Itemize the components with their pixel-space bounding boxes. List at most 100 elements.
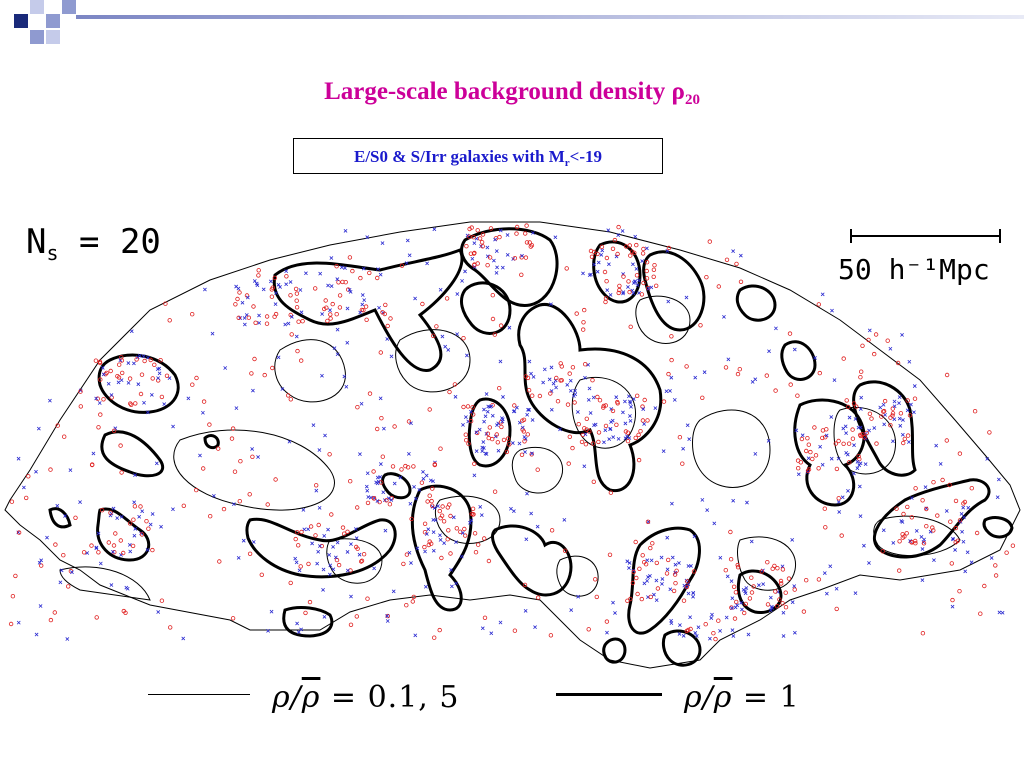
galaxy-early-type-marker	[328, 316, 333, 321]
galaxy-early-type-marker	[325, 318, 330, 324]
galaxy-late-type-marker	[614, 395, 619, 400]
galaxy-late-type-marker	[792, 347, 797, 352]
galaxy-early-type-marker	[81, 550, 87, 555]
galaxy-late-type-marker	[137, 353, 142, 358]
galaxy-early-type-marker	[636, 432, 641, 438]
galaxy-early-type-marker	[10, 594, 16, 599]
galaxy-late-type-marker	[364, 484, 369, 489]
galaxy-early-type-marker	[931, 480, 936, 485]
galaxy-late-type-marker	[605, 630, 609, 635]
galaxy-late-type-marker	[858, 425, 863, 430]
galaxy-late-type-marker	[587, 273, 592, 278]
galaxy-early-type-marker	[200, 466, 206, 471]
galaxy-early-type-marker	[628, 324, 633, 329]
galaxy-late-type-marker	[641, 407, 646, 411]
galaxy-late-type-marker	[843, 424, 848, 429]
galaxy-late-type-marker	[339, 265, 344, 270]
galaxy-early-type-marker	[523, 231, 528, 236]
galaxy-early-type-marker	[548, 633, 554, 638]
galaxy-early-type-marker	[347, 255, 353, 260]
galaxy-late-type-marker	[666, 299, 671, 304]
galaxy-late-type-marker	[818, 444, 823, 449]
galaxy-early-type-marker	[576, 422, 581, 427]
galaxy-early-type-marker	[614, 422, 619, 427]
galaxy-late-type-marker	[382, 426, 386, 431]
galaxy-early-type-marker	[289, 332, 294, 337]
galaxy-early-type-marker	[565, 402, 571, 407]
galaxy-late-type-marker	[477, 427, 482, 432]
galaxy-early-type-marker	[399, 263, 405, 268]
galaxy-late-type-marker	[421, 476, 426, 481]
galaxy-late-type-marker	[722, 314, 726, 319]
galaxy-early-type-marker	[823, 435, 828, 440]
galaxy-late-type-marker	[414, 496, 418, 501]
galaxy-early-type-marker	[379, 416, 384, 421]
galaxy-early-type-marker	[873, 332, 879, 337]
galaxy-early-type-marker	[118, 443, 123, 448]
galaxy-early-type-marker	[463, 533, 468, 538]
galaxy-late-type-marker	[616, 233, 621, 238]
galaxy-late-type-marker	[485, 245, 490, 250]
galaxy-early-type-marker	[812, 425, 817, 430]
galaxy-early-type-marker	[264, 314, 270, 319]
galaxy-early-type-marker	[588, 248, 594, 254]
galaxy-early-type-marker	[856, 454, 861, 459]
galaxy-late-type-marker	[822, 571, 827, 575]
galaxy-late-type-marker	[505, 252, 510, 257]
title-sub: 20	[684, 92, 700, 108]
galaxy-early-type-marker	[788, 382, 793, 387]
galaxy-late-type-marker	[857, 484, 862, 489]
galaxy-late-type-marker	[628, 418, 633, 423]
galaxy-late-type-marker	[592, 423, 596, 428]
galaxy-early-type-marker	[354, 544, 359, 550]
galaxy-late-type-marker	[374, 480, 379, 485]
galaxy-early-type-marker	[594, 594, 599, 600]
galaxy-late-type-marker	[901, 418, 905, 422]
galaxy-early-type-marker	[666, 245, 672, 251]
galaxy-early-type-marker	[101, 397, 106, 402]
galaxy-late-type-marker	[154, 461, 159, 466]
galaxy-late-type-marker	[335, 352, 340, 357]
galaxy-late-type-marker	[203, 287, 207, 292]
galaxy-late-type-marker	[757, 583, 761, 588]
galaxy-late-type-marker	[523, 608, 528, 613]
galaxy-late-type-marker	[862, 543, 866, 548]
galaxy-early-type-marker	[159, 394, 165, 400]
galaxy-late-type-marker	[660, 577, 665, 581]
galaxy-late-type-marker	[744, 586, 749, 590]
galaxy-late-type-marker	[687, 437, 692, 442]
galaxy-late-type-marker	[985, 457, 990, 461]
galaxy-early-type-marker	[363, 304, 369, 309]
galaxy-late-type-marker	[608, 426, 613, 431]
galaxy-early-type-marker	[650, 541, 655, 546]
galaxy-early-type-marker	[207, 514, 213, 519]
galaxy-early-type-marker	[138, 391, 144, 397]
galaxy-late-type-marker	[96, 531, 101, 536]
galaxy-late-type-marker	[321, 587, 325, 592]
galaxy-early-type-marker	[328, 312, 333, 317]
galaxy-early-type-marker	[472, 263, 477, 268]
galaxy-early-type-marker	[847, 460, 852, 465]
galaxy-late-type-marker	[953, 548, 957, 552]
galaxy-late-type-marker	[125, 586, 130, 591]
galaxy-early-type-marker	[452, 382, 458, 387]
corner-squares	[0, 0, 80, 60]
galaxy-late-type-marker	[459, 554, 464, 559]
galaxy-early-type-marker	[786, 576, 792, 581]
galaxy-early-type-marker	[749, 575, 754, 580]
galaxy-early-type-marker	[342, 531, 347, 536]
galaxy-late-type-marker	[326, 283, 330, 288]
galaxy-early-type-marker	[142, 358, 147, 364]
galaxy-early-type-marker	[505, 436, 511, 441]
galaxy-late-type-marker	[743, 591, 748, 596]
galaxy-early-type-marker	[880, 549, 885, 554]
galaxy-late-type-marker	[813, 356, 817, 360]
galaxy-late-type-marker	[859, 395, 864, 400]
legend-thin-line	[148, 694, 250, 695]
galaxy-early-type-marker	[466, 441, 471, 446]
galaxy-early-type-marker	[354, 614, 359, 619]
galaxy-early-type-marker	[549, 528, 555, 533]
galaxy-late-type-marker	[909, 402, 913, 407]
galaxy-early-type-marker	[128, 402, 134, 407]
galaxy-early-type-marker	[972, 409, 978, 414]
